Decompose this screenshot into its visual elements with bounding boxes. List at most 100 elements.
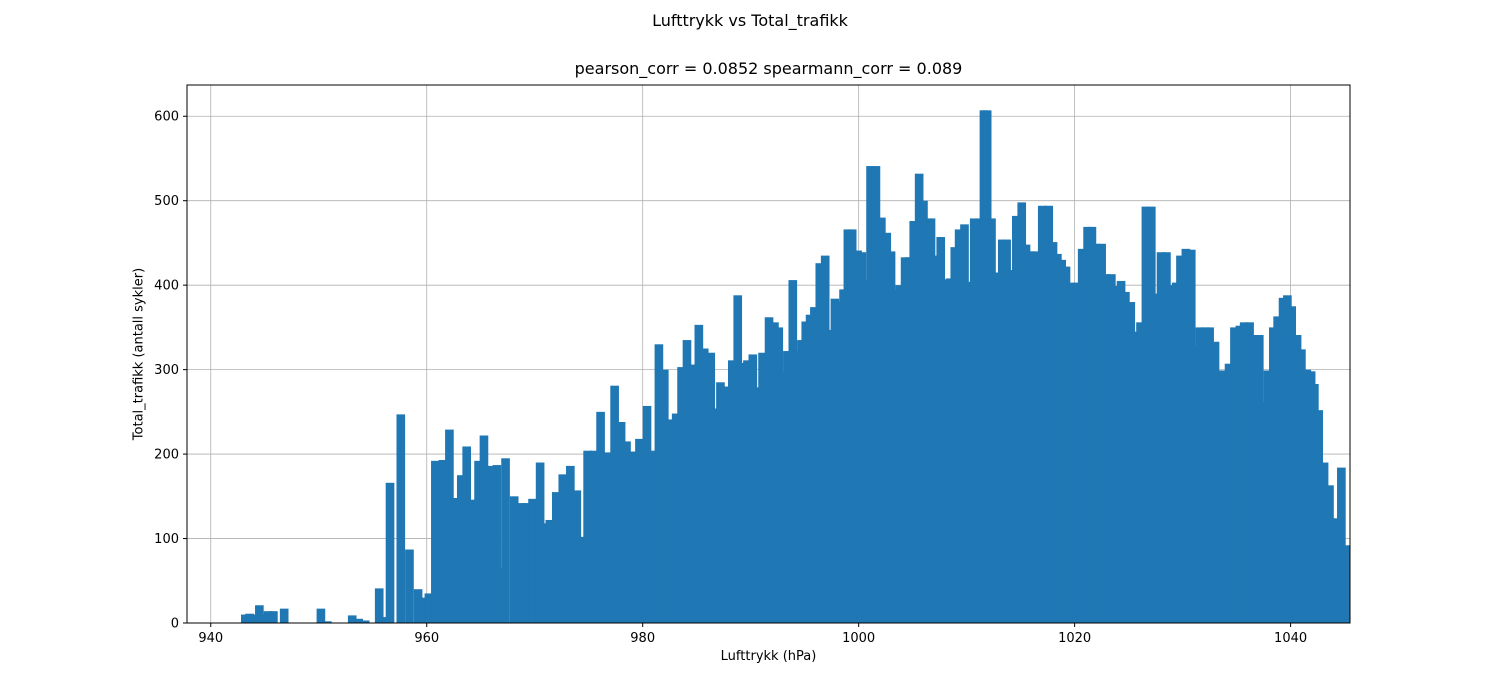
bar <box>857 252 867 623</box>
y-tick-label: 0 <box>171 617 179 632</box>
y-tick-label: 300 <box>154 363 179 378</box>
bar <box>396 414 406 623</box>
bar <box>616 421 626 623</box>
y-tick-label: 200 <box>154 448 179 463</box>
bar <box>558 474 568 623</box>
bar <box>654 344 664 623</box>
bar <box>468 499 478 623</box>
bar <box>479 435 489 623</box>
bar <box>677 367 686 623</box>
figure-suptitle: Lufttrykk vs Total_trafikk <box>652 11 848 30</box>
bar <box>871 166 881 623</box>
bar <box>1205 327 1214 623</box>
bar <box>853 250 862 624</box>
bar <box>1176 255 1185 624</box>
bar <box>1213 370 1223 623</box>
bar <box>1263 370 1273 623</box>
bar <box>940 279 950 623</box>
bar <box>699 348 709 623</box>
bar <box>992 272 1002 623</box>
bar <box>1254 334 1264 623</box>
bar <box>1166 285 1176 623</box>
bar <box>551 492 561 623</box>
bar <box>374 588 384 623</box>
bar <box>1091 243 1101 623</box>
x-tick-label: 940 <box>198 631 223 646</box>
bar <box>1002 239 1011 623</box>
bar <box>603 452 613 623</box>
bar <box>1195 327 1205 623</box>
bar <box>379 617 388 623</box>
bar <box>259 614 268 623</box>
bar <box>610 385 619 623</box>
y-tick-label: 400 <box>154 279 179 294</box>
bar <box>635 438 644 623</box>
bar <box>1171 282 1181 623</box>
bar <box>758 352 767 623</box>
bar <box>1048 242 1058 623</box>
bar <box>960 224 969 623</box>
bar <box>728 360 737 623</box>
bar <box>1325 485 1334 623</box>
y-axis-label: Total_trafikk (antall sykler) <box>131 267 147 441</box>
bar <box>583 450 592 623</box>
bar <box>516 503 525 623</box>
bar <box>909 220 919 623</box>
bar <box>269 611 278 623</box>
y-tick-label: 600 <box>154 110 179 125</box>
x-tick-label: 980 <box>630 631 655 646</box>
bar <box>1072 282 1082 623</box>
bar <box>721 386 731 623</box>
bar <box>1136 322 1145 623</box>
bar <box>743 360 752 623</box>
bar <box>694 324 704 623</box>
bar <box>622 441 631 623</box>
bar <box>1181 248 1191 623</box>
y-axis-ticks: 0 100 200 300 400 500 600 <box>154 110 187 632</box>
bar <box>648 450 657 623</box>
bar <box>1219 370 1228 623</box>
bar <box>1224 363 1234 623</box>
x-tick-label: 1020 <box>1058 631 1091 646</box>
x-tick-label: 960 <box>414 631 439 646</box>
bar <box>354 618 364 623</box>
bar <box>495 568 505 623</box>
bar <box>1130 331 1140 623</box>
bar <box>1141 206 1151 623</box>
bar <box>642 405 652 623</box>
bar <box>716 382 725 623</box>
bar <box>431 460 440 623</box>
bar-series <box>240 110 1350 624</box>
bar <box>969 218 979 623</box>
bar <box>1101 274 1111 623</box>
bar <box>1156 252 1166 623</box>
bar <box>1186 249 1196 623</box>
bar <box>263 611 273 623</box>
bar <box>1200 327 1210 623</box>
bar <box>249 614 259 623</box>
bar <box>279 608 289 623</box>
bar <box>764 317 774 623</box>
bar <box>1077 248 1087 623</box>
bar <box>987 218 996 623</box>
x-tick-label: 1000 <box>842 631 875 646</box>
bar <box>528 498 537 623</box>
bar <box>1249 334 1259 623</box>
bar <box>770 322 779 623</box>
bar <box>1337 467 1346 623</box>
bar <box>659 369 669 623</box>
y-tick-label: 100 <box>154 532 179 547</box>
bar <box>486 465 495 623</box>
bar <box>931 255 940 624</box>
bar <box>385 482 395 623</box>
bar <box>589 450 599 623</box>
bar <box>596 411 605 623</box>
bar <box>1319 462 1329 623</box>
bar <box>1292 334 1302 623</box>
bar <box>954 229 964 623</box>
axes-frame <box>186 84 1351 624</box>
bar <box>451 498 461 623</box>
bar <box>1287 306 1297 623</box>
bar <box>1126 302 1136 623</box>
bar <box>783 351 792 623</box>
